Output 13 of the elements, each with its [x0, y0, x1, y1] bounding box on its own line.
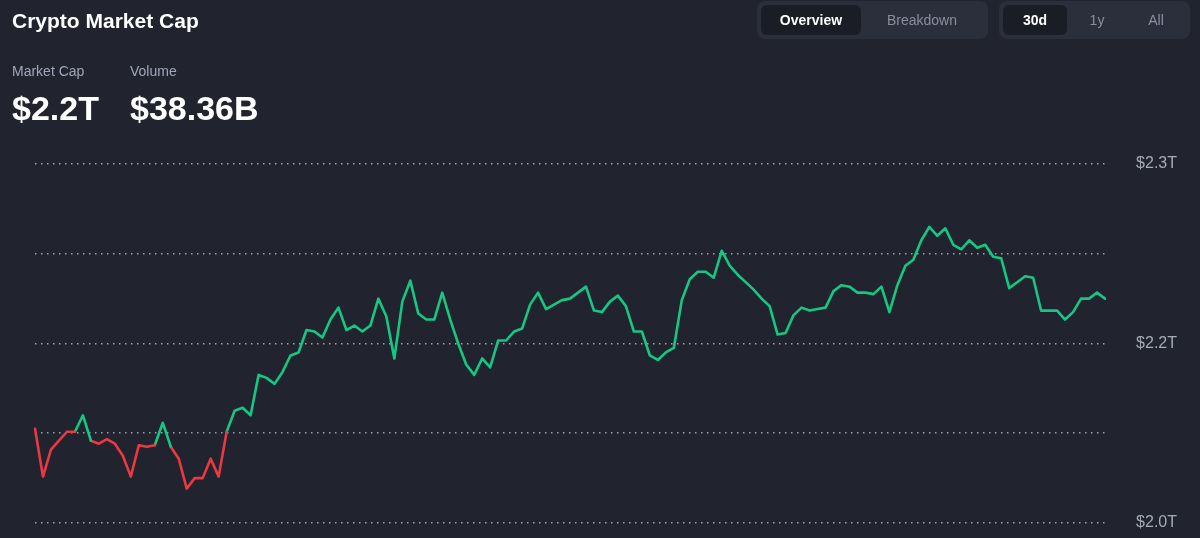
text: $38.36B	[130, 89, 259, 127]
selected-tab[interactable]: Overview	[761, 5, 861, 35]
y-tick-label: $2.3T	[1136, 154, 1178, 172]
tab[interactable]: All	[1127, 5, 1185, 35]
text: Market Cap	[12, 62, 86, 80]
text: Volume	[130, 62, 178, 80]
y-tick-label: $2.0T	[1136, 513, 1178, 531]
tab[interactable]: Breakdown	[861, 5, 983, 35]
text: $2.2T	[12, 89, 99, 127]
selected-tab[interactable]: 30d	[1003, 5, 1067, 35]
tab[interactable]: 1y	[1067, 5, 1127, 35]
chart-title: Crypto Market Cap	[12, 9, 199, 33]
y-tick-label: $2.2T	[1136, 333, 1178, 351]
